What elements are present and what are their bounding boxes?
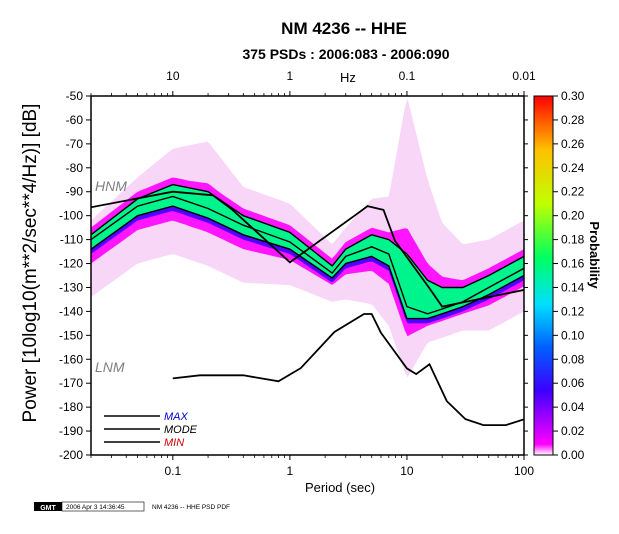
series-line-mode — [91, 195, 524, 315]
y-tick-label: -130 — [59, 280, 83, 294]
colorbar — [533, 95, 554, 456]
axes: -50 -60 -70 -80 -90 -100 -110 -120 -130 -140 -150 -… — [59, 69, 536, 478]
x-tick-label: 100 — [514, 464, 534, 478]
colorbar-tick-label: 0.02 — [561, 424, 585, 438]
colorbar-tick-label: 0.04 — [561, 400, 585, 414]
statistics-lines — [91, 183, 524, 320]
lnm-line — [172, 313, 524, 427]
gmt-logo — [34, 502, 62, 511]
top-axis-label: Hz — [340, 70, 356, 85]
y-tick-label: -170 — [59, 376, 83, 390]
legend-label-max: MAX — [164, 411, 189, 423]
y-tick-label: -150 — [59, 328, 83, 342]
series-line-max — [91, 183, 524, 289]
top-tick-label: 0.1 — [399, 69, 416, 83]
y-tick-label: -110 — [60, 233, 83, 247]
x-tick-label: 10 — [400, 464, 414, 478]
colorbar-tick-label: 0.00 — [561, 448, 585, 462]
y-tick-label: -90 — [66, 185, 84, 199]
colorbar-tick-label: 0.14 — [561, 280, 585, 294]
top-tick-label: 10 — [166, 69, 180, 83]
chart-title: NM 4236 -- HHE — [281, 19, 407, 38]
y-tick-label: -100 — [59, 209, 83, 223]
y-tick-label: -200 — [59, 448, 83, 462]
hnm-label: HNM — [95, 178, 127, 194]
noise-models — [91, 190, 524, 427]
y-tick-label: -140 — [59, 304, 83, 318]
colorbar-tick-label: 0.28 — [561, 113, 585, 127]
y-tick-label: -180 — [59, 400, 83, 414]
gmt-logo-text: GMT — [40, 505, 56, 512]
colorbar-label: Probability — [587, 221, 602, 289]
plot-frame — [90, 95, 525, 456]
colorbar-tick-label: 0.20 — [561, 209, 585, 223]
x-tick-label: 1 — [287, 464, 294, 478]
y-tick-label: -160 — [59, 352, 83, 366]
colorbar-ticks: 0.00 0.02 0.04 0.06 0.08 0.10 0.12 0.14 0.16 0.18… — [553, 89, 585, 462]
y-tick-label: -50 — [66, 89, 84, 103]
colorbar-tick-label: 0.18 — [561, 233, 585, 247]
colorbar-tick-label: 0.06 — [561, 376, 585, 390]
y-tick-label: -80 — [66, 161, 84, 175]
pdf-band-high — [91, 184, 524, 319]
colorbar-tick-label: 0.22 — [561, 185, 585, 199]
colorbar-tick-label: 0.12 — [561, 304, 585, 318]
y-tick-label: -190 — [59, 424, 83, 438]
x-axis-label: Period (sec) — [305, 480, 375, 495]
lnm-label: LNM — [95, 359, 125, 375]
chart-subtitle: 375 PSDs : 2006:083 - 2006:090 — [242, 46, 449, 62]
y-axis-label: Power [10log10(m**2/sec**4/Hz)] [dB] — [20, 104, 41, 423]
colorbar-tick-label: 0.26 — [561, 137, 585, 151]
x-tick-label: 0.1 — [164, 464, 181, 478]
legend-label-min: MIN — [164, 437, 184, 449]
timestamp-box — [61, 501, 145, 512]
colorbar-tick-label: 0.08 — [561, 352, 585, 366]
timestamp: 2006 Apr 3 14:36:45 — [66, 504, 125, 511]
top-tick-label: 0.01 — [512, 69, 536, 83]
footer: GMT 2006 Apr 3 14:36:45 NM 4236 -- HHE P… — [34, 501, 230, 512]
footer-caption: NM 4236 -- HHE PSD PDF — [152, 504, 230, 511]
colorbar-tick-label: 0.16 — [561, 257, 585, 271]
colorbar-tick-label: 0.30 — [561, 89, 585, 103]
legend-label-mode: MODE — [164, 424, 198, 436]
hnm-line — [91, 190, 524, 308]
colorbar-tick-label: 0.24 — [561, 161, 585, 175]
top-tick-label: 1 — [287, 69, 294, 83]
series-line-min — [91, 205, 524, 320]
y-tick-label: -120 — [59, 257, 83, 271]
y-tick-label: -60 — [66, 113, 84, 127]
colorbar-tick-label: 0.10 — [561, 328, 585, 342]
y-tick-label: -70 — [66, 137, 84, 151]
